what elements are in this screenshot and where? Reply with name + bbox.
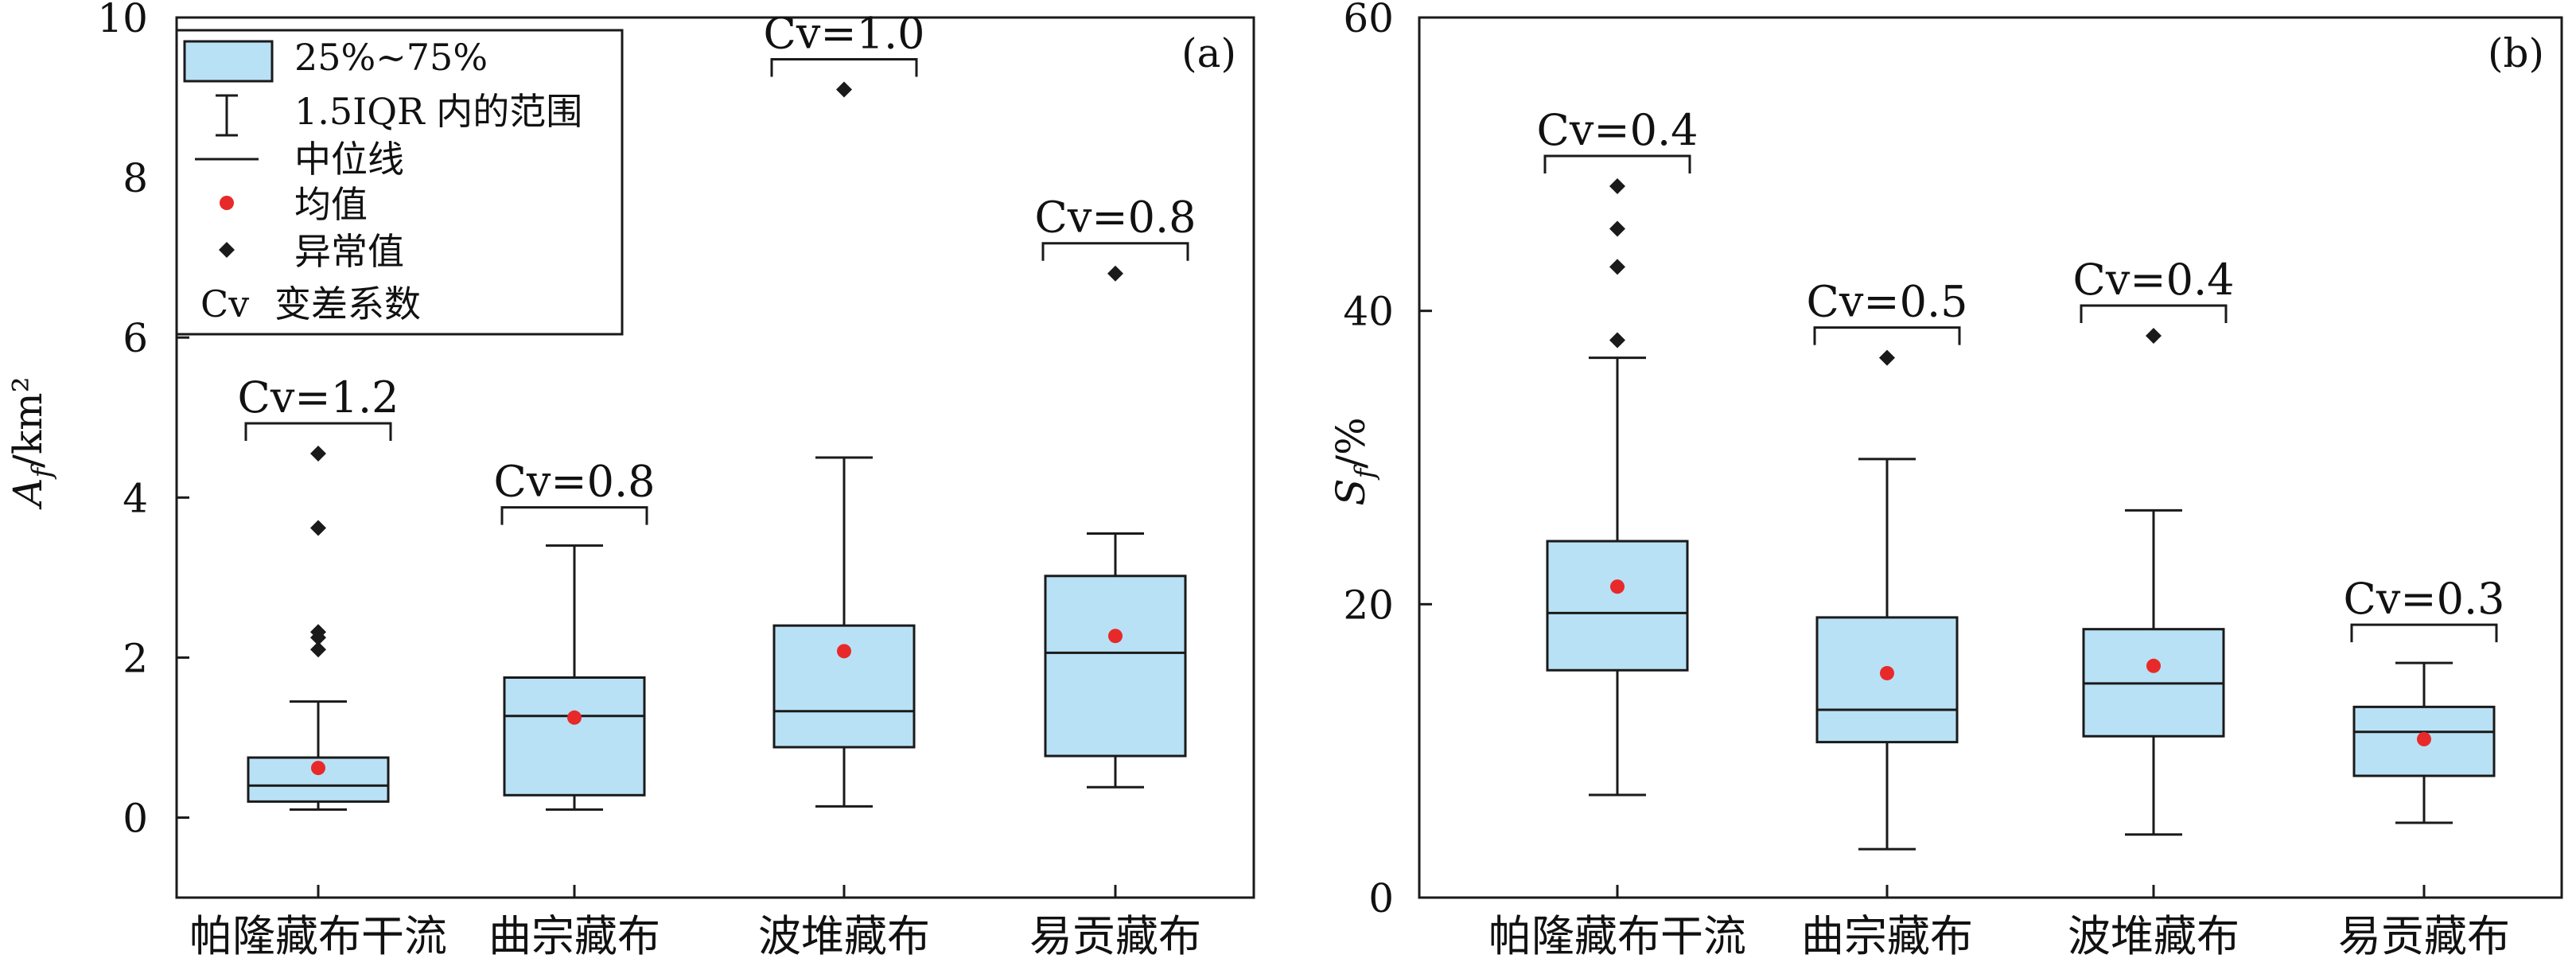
y-tick-label: 40 [1343,289,1394,335]
category-label: 波堆藏布 [2068,911,2239,961]
box-group: Cv=1.2 [238,372,399,811]
mean-marker [1610,579,1625,594]
cv-bracket [2350,623,2498,643]
y-tick-label: 8 [123,155,148,201]
outlier-marker [2146,328,2162,345]
outlier-marker [310,641,326,658]
y-tick-label: 6 [123,315,148,361]
iqr-box [772,624,916,749]
box-group: Cv=0.4 [1537,105,1699,797]
cv-label: Cv=0.3 [2344,574,2505,624]
cv-bracket [1041,242,1189,261]
cv-label: Cv=1.0 [764,8,925,58]
mean-marker [2146,658,2161,673]
y-tick-label: 60 [1343,0,1394,41]
outlier-marker [1609,177,1625,194]
cv-bracket [2080,304,2228,324]
outlier-marker [1609,332,1625,349]
outlier-marker [836,81,852,98]
y-axis-label: Sf/% [1328,417,1381,505]
legend-label: 变差系数 [274,282,421,325]
cv-bracket [1813,326,1961,345]
plot-frame [175,16,1255,899]
mean-marker [1880,665,1894,680]
outlier-marker [1609,259,1625,275]
iqr-box [503,676,646,797]
y-axis-label-main: A [5,478,51,510]
legend-label: 异常值 [294,230,404,273]
outlier-marker [310,624,326,641]
outlier-marker [1879,349,1895,366]
cv-bracket [244,422,392,441]
box-group: Cv=0.3 [2344,574,2505,824]
cv-label: Cv=0.4 [1537,105,1699,155]
y-axis-label-main: S [1328,478,1374,505]
cv-label: Cv=1.2 [238,372,399,423]
category-label: 易贡藏布 [1029,911,1201,961]
y-tick-label: 20 [1343,582,1394,628]
outlier-marker [1609,220,1625,237]
y-tick-label: 0 [1368,875,1394,921]
category-label: 曲宗藏布 [488,911,660,961]
legend-label: 25%~75% [294,36,488,79]
legend-label: 1.5IQR 内的范围 [294,90,582,133]
legend-label: 均值 [294,183,368,226]
mean-marker [1108,629,1123,644]
y-axis-label-unit: /% [1328,417,1374,468]
mean-marker [2417,731,2431,746]
iqr-box [1546,540,1689,672]
legend-box-swatch [183,40,274,83]
category-label: 易贡藏布 [2338,911,2510,961]
y-tick-label: 10 [97,0,148,41]
category-label: 曲宗藏布 [1801,911,1973,961]
legend-mean-swatch [220,196,234,210]
outlier-marker [1107,265,1123,282]
category-label: 帕隆藏布干流 [1488,911,1746,961]
category-label: 波堆藏布 [758,911,930,961]
y-tick-label: 2 [123,635,148,681]
cv-label: Cv=0.4 [2073,255,2235,305]
outlier-marker [310,520,326,536]
y-tick-label: 0 [123,795,148,841]
y-axis-label-unit: /km² [5,376,51,468]
box-group: Cv=1.0 [764,8,925,808]
cv-label: Cv=0.8 [1035,193,1197,243]
category-label: 帕隆藏布干流 [189,911,447,961]
panel-label: (a) [1181,30,1236,76]
y-tick-label: 4 [123,475,148,521]
outlier-marker [310,445,326,462]
legend-cv-symbol: Cv [200,282,249,325]
box-group: Cv=0.8 [1035,193,1197,789]
legend-outlier-swatch [219,242,235,258]
y-axis-label: Af/km² [5,376,58,509]
cv-label: Cv=0.5 [1807,277,1968,327]
cv-bracket [1543,154,1691,173]
mean-marker [567,710,582,725]
iqr-box [2352,705,2496,777]
box-group: Cv=0.4 [2073,255,2235,836]
box-group: Cv=0.8 [494,457,656,811]
legend-label: 中位线 [294,138,404,181]
panel-a: 0 2 4 6 8 10 Af/km² 帕隆藏布干流 曲宗藏布 波堆藏布 易贡藏布 (a) Cv=1.2… [5,0,1255,961]
mean-marker [311,761,325,776]
cv-bracket [770,57,918,77]
iqr-box [1044,575,1187,758]
box-group: Cv=0.5 [1807,277,1968,851]
mean-marker [837,644,851,659]
panel-label: (b) [2488,30,2544,76]
cv-label: Cv=0.8 [494,457,656,507]
panel-b: 0 20 40 60 Sf/% 帕隆藏布干流 曲宗藏布 波堆藏布 易贡藏布 (b) Cv=0.4 Cv… [1328,0,2563,961]
cv-bracket [500,506,648,525]
plot-frame [1418,16,2563,899]
